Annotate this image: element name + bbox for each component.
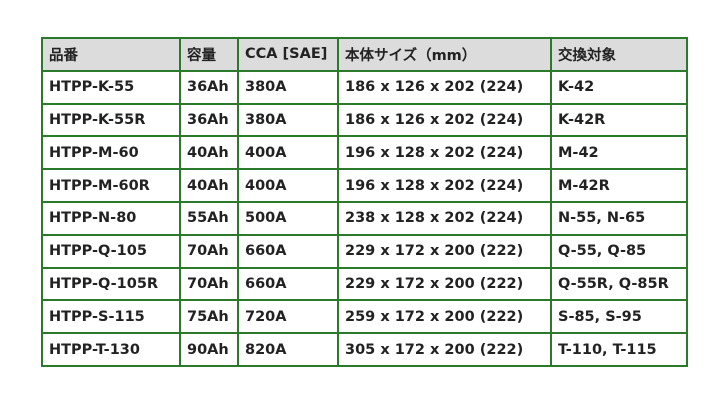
- table-row: HTPP-T-130 90Ah 820A 305 x 172 x 200 (222) T…: [41, 332, 688, 367]
- cell-capacity: 40Ah: [179, 135, 239, 171]
- cell-dimensions: 186 x 126 x 202 (224): [337, 69, 552, 105]
- cell-part-number: HTPP-Q-105R: [41, 266, 181, 302]
- cell-replacement: T-110, T-115: [550, 332, 688, 367]
- cell-capacity: 70Ah: [179, 233, 239, 269]
- cell-dimensions: 186 x 126 x 202 (224): [337, 102, 552, 138]
- battery-spec-table: 品番 容量 CCA [SAE] 本体サイズ（mm） 交換対象 HTPP-K-55 36Ah…: [41, 37, 688, 367]
- cell-cca: 660A: [237, 233, 339, 269]
- cell-replacement: S-85, S-95: [550, 299, 688, 335]
- table-row: HTPP-N-80 55Ah 500A 238 x 128 x 202 (224) N-…: [41, 200, 688, 236]
- cell-replacement: M-42R: [550, 168, 688, 203]
- table-row: HTPP-Q-105R 70Ah 660A 229 x 172 x 200 (222)…: [41, 266, 688, 302]
- cell-dimensions: 259 x 172 x 200 (222): [337, 299, 552, 335]
- cell-cca: 400A: [237, 135, 339, 171]
- cell-cca: 400A: [237, 168, 339, 203]
- cell-dimensions: 238 x 128 x 202 (224): [337, 200, 552, 236]
- header-capacity: 容量: [179, 37, 239, 72]
- cell-replacement: K-42: [550, 69, 688, 105]
- cell-cca: 720A: [237, 299, 339, 335]
- cell-capacity: 40Ah: [179, 168, 239, 203]
- cell-replacement: Q-55R, Q-85R: [550, 266, 688, 302]
- cell-dimensions: 196 x 128 x 202 (224): [337, 168, 552, 203]
- cell-capacity: 75Ah: [179, 299, 239, 335]
- header-dimensions: 本体サイズ（mm）: [337, 37, 552, 72]
- table-row: HTPP-K-55R 36Ah 380A 186 x 126 x 202 (224) K…: [41, 102, 688, 138]
- cell-part-number: HTPP-M-60: [41, 135, 181, 171]
- cell-dimensions: 229 x 172 x 200 (222): [337, 233, 552, 269]
- cell-replacement: Q-55, Q-85: [550, 233, 688, 269]
- cell-part-number: HTPP-S-115: [41, 299, 181, 335]
- cell-capacity: 55Ah: [179, 200, 239, 236]
- cell-part-number: HTPP-M-60R: [41, 168, 181, 203]
- cell-capacity: 70Ah: [179, 266, 239, 302]
- header-cca: CCA [SAE]: [237, 37, 339, 72]
- header-replacement: 交換対象: [550, 37, 688, 72]
- table-row: HTPP-Q-105 70Ah 660A 229 x 172 x 200 (222) Q…: [41, 233, 688, 269]
- cell-dimensions: 196 x 128 x 202 (224): [337, 135, 552, 171]
- cell-dimensions: 305 x 172 x 200 (222): [337, 332, 552, 367]
- table-row: HTPP-M-60R 40Ah 400A 196 x 128 x 202 (224) M…: [41, 168, 688, 203]
- cell-cca: 820A: [237, 332, 339, 367]
- table-row: HTPP-S-115 75Ah 720A 259 x 172 x 200 (222) S…: [41, 299, 688, 335]
- header-part-number: 品番: [41, 37, 181, 72]
- cell-capacity: 90Ah: [179, 332, 239, 367]
- cell-replacement: N-55, N-65: [550, 200, 688, 236]
- header-row: 品番 容量 CCA [SAE] 本体サイズ（mm） 交換対象: [41, 37, 688, 72]
- cell-capacity: 36Ah: [179, 69, 239, 105]
- cell-cca: 660A: [237, 266, 339, 302]
- cell-cca: 380A: [237, 102, 339, 138]
- table-row: HTPP-M-60 40Ah 400A 196 x 128 x 202 (224) M-…: [41, 135, 688, 171]
- cell-part-number: HTPP-K-55R: [41, 102, 181, 138]
- cell-part-number: HTPP-T-130: [41, 332, 181, 367]
- cell-dimensions: 229 x 172 x 200 (222): [337, 266, 552, 302]
- cell-replacement: M-42: [550, 135, 688, 171]
- table-row: HTPP-K-55 36Ah 380A 186 x 126 x 202 (224) K-…: [41, 69, 688, 105]
- cell-replacement: K-42R: [550, 102, 688, 138]
- cell-part-number: HTPP-K-55: [41, 69, 181, 105]
- cell-cca: 500A: [237, 200, 339, 236]
- cell-cca: 380A: [237, 69, 339, 105]
- cell-part-number: HTPP-N-80: [41, 200, 181, 236]
- cell-capacity: 36Ah: [179, 102, 239, 138]
- cell-part-number: HTPP-Q-105: [41, 233, 181, 269]
